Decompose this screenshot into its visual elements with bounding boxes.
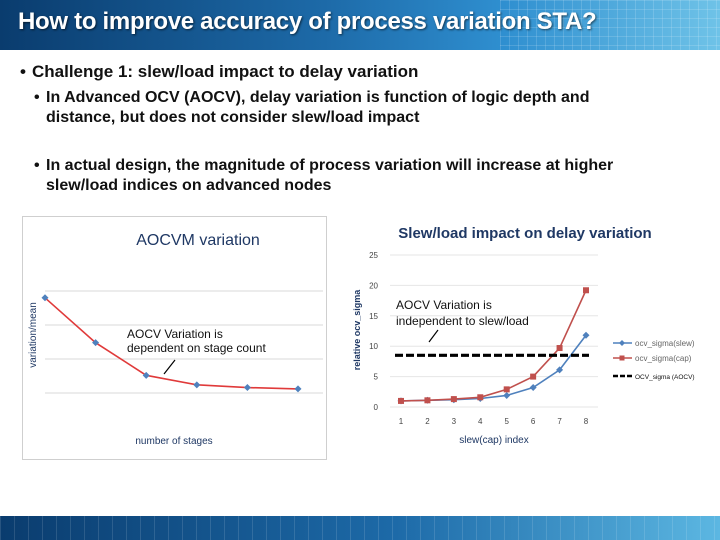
bullet-text-line2: distance, but does not consider slew/loa…: [46, 109, 420, 126]
y-tick-label: 15: [369, 312, 378, 321]
footer-bar: [0, 516, 720, 540]
bullet-actual-design: • In actual design, the magnitude of proc…: [34, 156, 684, 196]
aocvm-variation-chart: AOCVM variation number of stages variati…: [22, 216, 327, 460]
data-point: [193, 381, 201, 389]
x-tick-label: 3: [452, 417, 457, 426]
data-point: [92, 339, 100, 347]
data-point: [294, 385, 302, 393]
slew-chart-svg: Slew/load impact on delay variation rela…: [352, 225, 695, 446]
series-line: [400, 289, 587, 402]
bullet-dot: •: [34, 157, 40, 174]
data-point: [243, 384, 251, 392]
grid-lines: [45, 290, 323, 394]
y-tick-label: 10: [369, 342, 378, 351]
bullet-text: Challenge 1: slew/load impact to delay v…: [32, 62, 419, 81]
bullet-aocv: • In Advanced OCV (AOCV), delay variation…: [34, 88, 674, 128]
chart-title: Slew/load impact on delay variation: [398, 225, 651, 242]
bullet-text-line2: slew/load indices on advanced nodes: [46, 177, 332, 194]
aocvm-chart-svg: AOCVM variation number of stages variati…: [28, 232, 323, 447]
y-tick-label: 20: [369, 281, 378, 290]
y-tick-label: 0: [374, 403, 379, 412]
x-tick-label: 4: [478, 417, 483, 426]
slide-title: How to improve accuracy of process varia…: [18, 8, 597, 35]
data-point: [503, 386, 510, 393]
title-bar-pattern: [500, 0, 720, 50]
data-point: [142, 371, 150, 379]
bullet-text-line1: In actual design, the magnitude of proce…: [46, 157, 614, 174]
y-axis-label: variation/mean: [28, 302, 39, 368]
data-point: [583, 287, 589, 294]
series-group: [395, 287, 590, 405]
bullet-text-line1: In Advanced OCV (AOCV), delay variation …: [46, 89, 590, 106]
annotation-line1: AOCV Variation is: [127, 327, 223, 341]
y-tick-label: 5: [374, 373, 379, 382]
footer-pattern: [0, 516, 720, 540]
x-tick-label: 6: [531, 417, 536, 426]
annotation-line1: AOCV Variation is: [396, 298, 492, 312]
data-point: [41, 294, 49, 302]
y-tick-label: 25: [369, 251, 378, 260]
x-axis-label: number of stages: [135, 436, 212, 447]
data-point: [556, 345, 563, 352]
data-point: [398, 397, 404, 404]
legend-label: ocv_sigma(cap): [635, 354, 692, 363]
annotation-line2: dependent on stage count: [127, 341, 266, 355]
x-tick-label: 1: [399, 417, 404, 426]
x-tick-label: 2: [425, 417, 430, 426]
series-line: [44, 297, 299, 390]
axis-ticks: 0 5 10 15 20 25 1 2 3 4 5 6 7 8: [369, 251, 589, 426]
x-tick-label: 8: [584, 417, 589, 426]
annotation-pointer: [163, 359, 176, 375]
title-bar: How to improve accuracy of process varia…: [0, 0, 720, 50]
data-point: [477, 394, 484, 401]
annotation-pointer: [428, 329, 439, 343]
legend-marker: [619, 355, 625, 361]
slew-load-impact-chart: Slew/load impact on delay variation rela…: [340, 210, 710, 458]
legend-label: OCV_sigma (AOCV): [635, 374, 695, 381]
y-axis-label: relative ocv_sigma: [352, 289, 362, 371]
data-point: [556, 366, 564, 374]
bullet-dot: •: [34, 89, 40, 106]
grid-lines: [390, 254, 598, 408]
legend-label: ocv_sigma(slew): [635, 339, 695, 348]
chart-title: AOCVM variation: [136, 232, 260, 249]
series-group: [41, 294, 302, 393]
data-point: [582, 331, 590, 339]
x-tick-label: 5: [504, 417, 509, 426]
bullet-challenge: • Challenge 1: slew/load impact to delay …: [20, 62, 418, 82]
data-point: [424, 397, 431, 404]
data-point: [529, 384, 537, 392]
data-point: [530, 373, 537, 380]
legend-marker: [619, 340, 625, 346]
data-point: [503, 391, 511, 399]
chart-legend: ocv_sigma(slew) ocv_sigma(cap) OCV_sigma (…: [613, 339, 695, 381]
data-point: [450, 396, 457, 403]
x-tick-label: 7: [557, 417, 562, 426]
bullet-dot: •: [20, 62, 26, 81]
annotation-line2: independent to slew/load: [396, 314, 529, 328]
x-axis-label: slew(cap) index: [459, 435, 528, 446]
